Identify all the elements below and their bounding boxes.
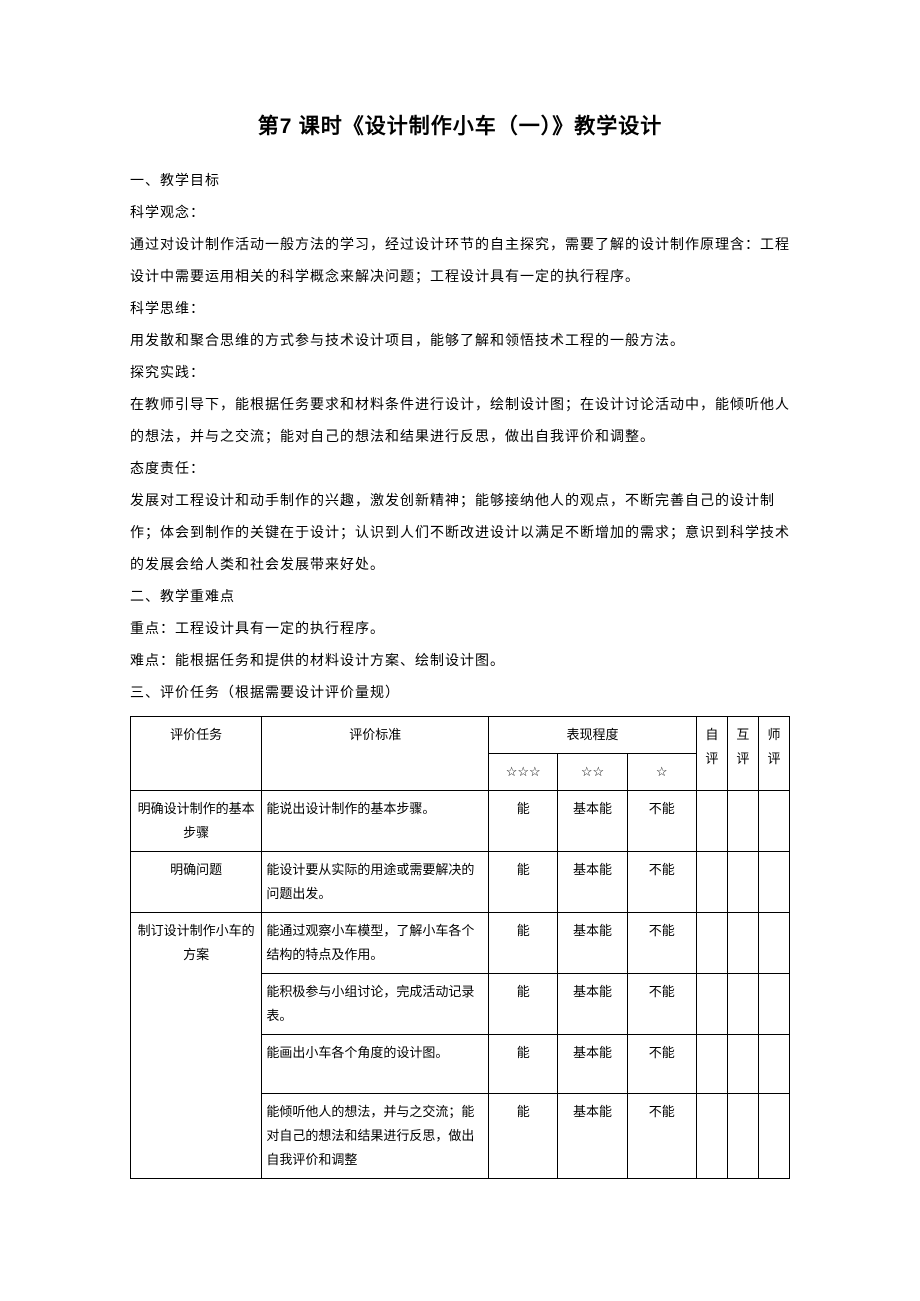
th-self: 自评 — [696, 717, 727, 791]
evaluation-table: 评价任务 评价标准 表现程度 自评 互评 师评 ☆☆☆ ☆☆ ☆ 明确设计制作的… — [130, 716, 790, 1179]
th-standard: 评价标准 — [262, 717, 489, 791]
thinking-body: 用发散和聚合思维的方式参与技术设计项目，能够了解和领悟技术工程的一般方法。 — [130, 326, 790, 358]
std-1: 能说出设计制作的基本步骤。 — [262, 791, 489, 852]
std-6: 能倾听他人的想法，并与之交流；能对自己的想法和结果进行反思，做出自我评价和调整 — [262, 1094, 489, 1179]
stars-2: ☆☆ — [558, 754, 627, 791]
cell-teacher — [758, 913, 789, 974]
cell-self — [696, 1094, 727, 1179]
section-1-heading: 一、教学目标 — [130, 166, 790, 198]
std-4: 能积极参与小组讨论，完成活动记录表。 — [262, 974, 489, 1035]
task-2: 明确问题 — [131, 852, 262, 913]
th-task: 评价任务 — [131, 717, 262, 791]
cell-can: 能 — [489, 852, 558, 913]
cell-teacher — [758, 852, 789, 913]
practice-label: 探究实践： — [130, 358, 790, 390]
table-row: 明确问题 能设计要从实际的用途或需要解决的问题出发。 能 基本能 不能 — [131, 852, 790, 913]
std-3: 能通过观察小车模型，了解小车各个结构的特点及作用。 — [262, 913, 489, 974]
cell-self — [696, 852, 727, 913]
cell-self — [696, 791, 727, 852]
th-peer: 互评 — [727, 717, 758, 791]
cell-cannot: 不能 — [627, 913, 696, 974]
title-suffix: 课时《设计制作小车（一）》教学设计 — [292, 114, 662, 138]
cell-can: 能 — [489, 974, 558, 1035]
thinking-label: 科学思维： — [130, 294, 790, 326]
task-3: 制订设计制作小车的方案 — [131, 913, 262, 1179]
keypoint: 重点：工程设计具有一定的执行程序。 — [130, 614, 790, 646]
th-degree: 表现程度 — [489, 717, 697, 754]
section-3-heading: 三、评价任务（根据需要设计评价量规） — [130, 678, 790, 710]
cell-self — [696, 913, 727, 974]
cell-teacher — [758, 1094, 789, 1179]
document-page: 第7 课时《设计制作小车（一）》教学设计 一、教学目标 科学观念： 通过对设计制… — [0, 0, 920, 1301]
practice-body: 在教师引导下，能根据任务要求和材料条件进行设计，绘制设计图；在设计讨论活动中，能… — [130, 390, 790, 454]
cell-cannot: 不能 — [627, 974, 696, 1035]
cell-basic: 基本能 — [558, 1035, 627, 1094]
cell-can: 能 — [489, 1094, 558, 1179]
cell-basic: 基本能 — [558, 974, 627, 1035]
cell-basic: 基本能 — [558, 1094, 627, 1179]
stars-1: ☆ — [627, 754, 696, 791]
cell-peer — [727, 1094, 758, 1179]
attitude-label: 态度责任： — [130, 454, 790, 486]
cell-cannot: 不能 — [627, 852, 696, 913]
cell-basic: 基本能 — [558, 913, 627, 974]
cell-peer — [727, 974, 758, 1035]
title-number: 7 — [280, 115, 293, 138]
cell-basic: 基本能 — [558, 852, 627, 913]
page-title: 第7 课时《设计制作小车（一）》教学设计 — [130, 110, 790, 140]
stars-3: ☆☆☆ — [489, 754, 558, 791]
cell-can: 能 — [489, 1035, 558, 1094]
title-prefix: 第 — [258, 114, 280, 138]
cell-can: 能 — [489, 791, 558, 852]
cell-peer — [727, 913, 758, 974]
concept-body: 通过对设计制作活动一般方法的学习，经过设计环节的自主探究，需要了解的设计制作原理… — [130, 230, 790, 294]
cell-basic: 基本能 — [558, 791, 627, 852]
cell-cannot: 不能 — [627, 791, 696, 852]
task-1: 明确设计制作的基本步骤 — [131, 791, 262, 852]
difficulty: 难点：能根据任务和提供的材料设计方案、绘制设计图。 — [130, 646, 790, 678]
th-teacher: 师评 — [758, 717, 789, 791]
table-header-row: 评价任务 评价标准 表现程度 自评 互评 师评 — [131, 717, 790, 754]
table-row: 制订设计制作小车的方案 能通过观察小车模型，了解小车各个结构的特点及作用。 能 … — [131, 913, 790, 974]
std-2: 能设计要从实际的用途或需要解决的问题出发。 — [262, 852, 489, 913]
std-5: 能画出小车各个角度的设计图。 — [262, 1035, 489, 1094]
cell-peer — [727, 791, 758, 852]
cell-peer — [727, 1035, 758, 1094]
cell-teacher — [758, 974, 789, 1035]
cell-self — [696, 1035, 727, 1094]
cell-can: 能 — [489, 913, 558, 974]
cell-cannot: 不能 — [627, 1094, 696, 1179]
section-2-heading: 二、教学重难点 — [130, 582, 790, 614]
attitude-body: 发展对工程设计和动手制作的兴趣，激发创新精神；能够接纳他人的观点，不断完善自己的… — [130, 486, 790, 582]
cell-self — [696, 974, 727, 1035]
table-row: 明确设计制作的基本步骤 能说出设计制作的基本步骤。 能 基本能 不能 — [131, 791, 790, 852]
concept-label: 科学观念： — [130, 198, 790, 230]
cell-teacher — [758, 1035, 789, 1094]
cell-cannot: 不能 — [627, 1035, 696, 1094]
cell-teacher — [758, 791, 789, 852]
cell-peer — [727, 852, 758, 913]
